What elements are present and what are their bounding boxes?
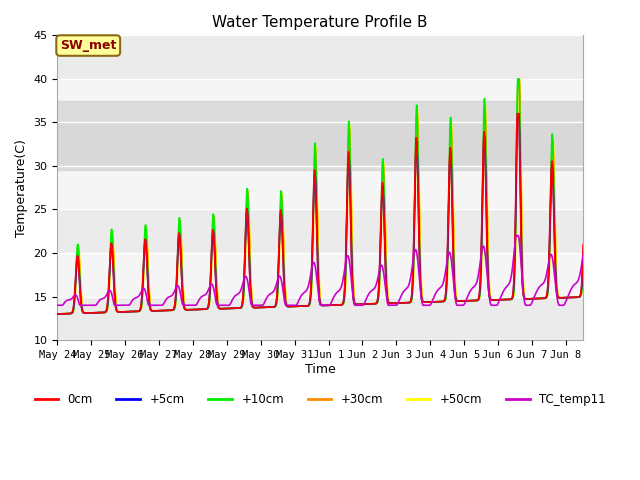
Bar	[58, 297, 583, 340]
Y-axis label: Temperature(C): Temperature(C)	[15, 139, 28, 237]
Text: SW_met: SW_met	[60, 39, 116, 52]
Bar	[58, 166, 583, 209]
X-axis label: Time: Time	[305, 362, 335, 376]
Bar	[58, 79, 583, 122]
Bar	[58, 122, 583, 166]
Title: Water Temperature Profile B: Water Temperature Profile B	[212, 15, 428, 30]
Legend: 0cm, +5cm, +10cm, +30cm, +50cm, TC_temp11: 0cm, +5cm, +10cm, +30cm, +50cm, TC_temp1…	[30, 388, 611, 410]
Bar	[58, 253, 583, 297]
Bar	[58, 101, 583, 170]
Bar	[58, 36, 583, 79]
Bar	[58, 209, 583, 253]
